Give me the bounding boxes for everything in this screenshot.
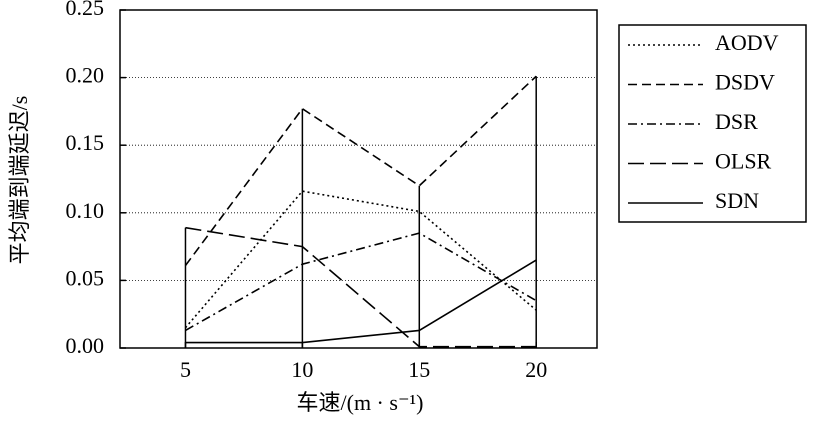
series-line <box>185 226 537 348</box>
legend-label: DSR <box>715 109 758 134</box>
series-line <box>185 259 537 344</box>
y-tick-label: 0.10 <box>66 198 105 223</box>
y-tick-label: 0.05 <box>66 265 105 290</box>
series-line <box>185 232 537 332</box>
y-tick-label: 0.15 <box>66 130 105 155</box>
x-tick-label: 20 <box>525 357 547 382</box>
series-line <box>184 190 537 329</box>
legend-label: AODV <box>715 30 779 55</box>
y-axis-label: 平均端到端延迟/s <box>7 96 32 265</box>
y-tick-label: 0.00 <box>66 333 105 358</box>
x-tick-label: 10 <box>291 357 313 382</box>
x-tick-label: 5 <box>180 357 191 382</box>
x-tick-label: 15 <box>408 357 430 382</box>
legend-label: DSDV <box>715 70 775 95</box>
series-line <box>184 75 537 267</box>
y-tick-label: 0.20 <box>66 63 105 88</box>
legend-label: SDN <box>715 188 759 213</box>
plot-frame <box>119 9 598 349</box>
x-axis-label: 车速/(m · s⁻¹) <box>297 390 424 415</box>
y-tick-label: 0.25 <box>66 0 105 20</box>
legend-label: OLSR <box>715 149 772 174</box>
